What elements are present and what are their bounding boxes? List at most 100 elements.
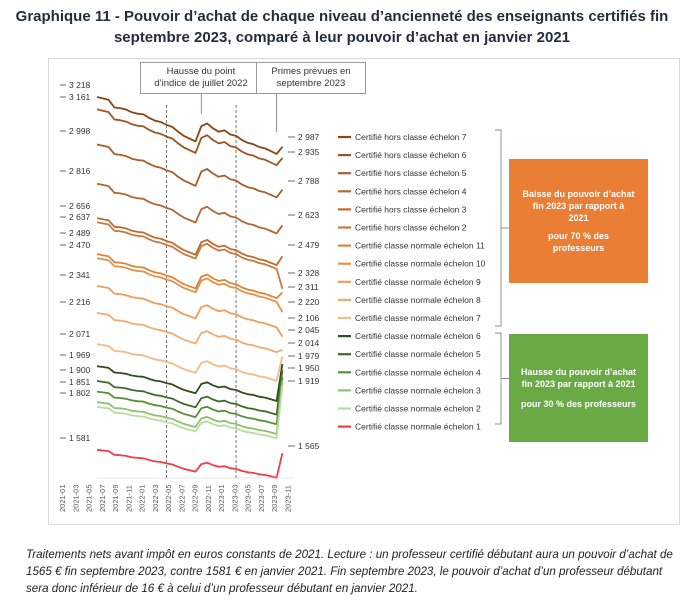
end-label-6: 2 311 [298, 282, 319, 292]
series-line-11 [96, 363, 284, 402]
end-label-2: 2 788 [298, 176, 320, 186]
legend-item-3: Certifié hors classe échelon 4 [355, 186, 467, 196]
legend-item-11: Certifié classe normale échelon 6 [355, 331, 481, 341]
series-line-13 [96, 376, 284, 426]
legend-item-8: Certifié classe normale échelon 9 [355, 277, 481, 287]
chart-title: Graphique 11 - Pouvoir d’achat de chaque… [10, 6, 674, 48]
legend-item-2: Certifié hors classe échelon 5 [355, 168, 467, 178]
start-label-8: 2 341 [69, 270, 91, 280]
end-label-3: 2 623 [298, 210, 320, 220]
legend-item-12: Certifié classe normale échelon 5 [355, 349, 481, 359]
x-tick-label-9: 2022-07 [177, 484, 186, 512]
callout-primes-line-1: Primes prévues en [271, 66, 351, 77]
series-line-16 [96, 448, 284, 479]
callout-primes: Primes prévues en septembre 2023 [256, 62, 366, 94]
hausse-line-2: fin 2023 par rapport à 2021 [521, 379, 636, 389]
baisse-line-3: 2021 [568, 213, 589, 223]
x-tick-label-7: 2022-03 [151, 484, 160, 512]
start-label-1: 3 161 [69, 92, 91, 102]
series-line-7 [96, 257, 284, 313]
end-label-7: 2 220 [298, 297, 320, 307]
series-line-8 [96, 285, 284, 338]
title-line-2: septembre 2023, comparé à leur pouvoir d… [113, 29, 571, 46]
start-label-6: 2 489 [69, 228, 91, 238]
series-line-10 [96, 343, 284, 382]
x-tick-label-10: 2022-09 [191, 484, 200, 512]
x-tick-label-4: 2021-09 [111, 484, 120, 512]
x-tick-label-13: 2023-03 [230, 484, 239, 512]
start-label-15: 1 581 [69, 433, 91, 443]
start-label-2: 2 998 [69, 126, 91, 136]
series-line-14 [96, 380, 284, 435]
start-label-14: 1 802 [69, 388, 91, 398]
x-tick-label-1: 2021-03 [71, 484, 80, 512]
start-label-4: 2 656 [69, 201, 91, 211]
baisse-line-2: fin 2023 par rapport à [532, 201, 625, 211]
x-tick-label-11: 2022-11 [204, 485, 213, 512]
x-tick-label-16: 2023-09 [270, 484, 279, 512]
series-line-4 [96, 217, 284, 267]
chart-area [48, 58, 680, 525]
baisse-line-1: Baisse du pouvoir d’achat [522, 189, 635, 199]
end-label-0: 2 987 [298, 132, 320, 142]
end-label-10: 2 014 [298, 338, 320, 348]
legend-item-5: Certifié hors classe échelon 2 [355, 223, 467, 233]
legend-item-16: Certifié classe normale échelon 1 [355, 422, 481, 432]
legend-item-9: Certifié classe normale échelon 8 [355, 295, 481, 305]
start-label-10: 2 071 [69, 329, 91, 339]
start-label-5: 2 637 [69, 212, 91, 222]
start-label-11: 1 969 [69, 350, 91, 360]
x-tick-label-17: 2023-11 [283, 485, 292, 512]
baisse-line-4: pour 70 % des [547, 231, 610, 241]
start-label-12: 1 900 [69, 365, 91, 375]
series-line-1 [96, 108, 284, 167]
series-line-12 [96, 370, 284, 416]
legend-item-10: Certifié classe normale échelon 7 [355, 313, 481, 323]
end-label-9: 2 045 [298, 325, 320, 335]
start-label-3: 2 816 [69, 166, 91, 176]
callout-point-indice: Hausse du point d’indice de juillet 2022 [140, 62, 262, 94]
x-tick-label-15: 2023-07 [257, 484, 266, 512]
hausse-line-1: Hausse du pouvoir d’achat [520, 367, 637, 377]
brace-baisse [495, 129, 509, 327]
end-label-8: 2 106 [298, 313, 320, 323]
start-label-0: 3 218 [69, 80, 91, 90]
series-line-15 [96, 385, 284, 440]
title-line-1: Graphique 11 - Pouvoir d’achat de chaque… [15, 8, 669, 25]
legend-item-0: Certifié hors classe échelon 7 [355, 132, 467, 142]
end-label-12: 1 950 [298, 363, 320, 373]
callout-primes-line-2: septembre 2023 [276, 78, 346, 89]
x-tick-label-8: 2022-05 [164, 484, 173, 512]
series-line-0 [96, 96, 284, 155]
legend-item-1: Certifié hors classe échelon 6 [355, 150, 467, 160]
start-label-9: 2 216 [69, 297, 91, 307]
legend-item-15: Certifié classe normale échelon 2 [355, 404, 481, 414]
callout-point-indice-line-2: d’indice de juillet 2022 [154, 78, 248, 89]
end-label-14: 1 565 [298, 441, 320, 451]
legend-item-4: Certifié hors classe échelon 3 [355, 204, 467, 214]
series-line-3 [96, 182, 284, 235]
summary-box-baisse: Baisse du pouvoir d’achat fin 2023 par r… [509, 159, 648, 283]
end-label-5: 2 328 [298, 268, 320, 278]
x-tick-label-5: 2021-11 [124, 485, 133, 512]
end-label-13: 1 919 [298, 376, 320, 386]
summary-box-hausse: Hausse du pouvoir d’achat fin 2023 par r… [509, 334, 648, 442]
x-tick-label-6: 2022-01 [138, 484, 147, 512]
callout-point-indice-line-1: Hausse du point [166, 66, 236, 77]
caption: Traitements nets avant impôt en euros co… [26, 548, 673, 595]
end-label-4: 2 479 [298, 240, 320, 250]
hausse-line-3: pour 30 % des professeurs [520, 399, 637, 409]
x-tick-label-14: 2023-05 [244, 484, 253, 512]
start-label-13: 1 851 [69, 377, 91, 387]
legend-item-6: Certifié classe normale échelon 11 [355, 241, 485, 251]
series-line-9 [96, 312, 283, 354]
series-line-5 [96, 221, 284, 290]
series-line-2 [96, 143, 284, 199]
x-tick-label-12: 2023-01 [217, 484, 226, 512]
baisse-line-5: professeurs [552, 243, 605, 253]
end-label-1: 2 935 [298, 147, 320, 157]
x-tick-label-0: 2021-01 [58, 484, 67, 512]
legend-item-13: Certifié classe normale échelon 4 [355, 367, 481, 377]
series-line-6 [96, 253, 284, 300]
